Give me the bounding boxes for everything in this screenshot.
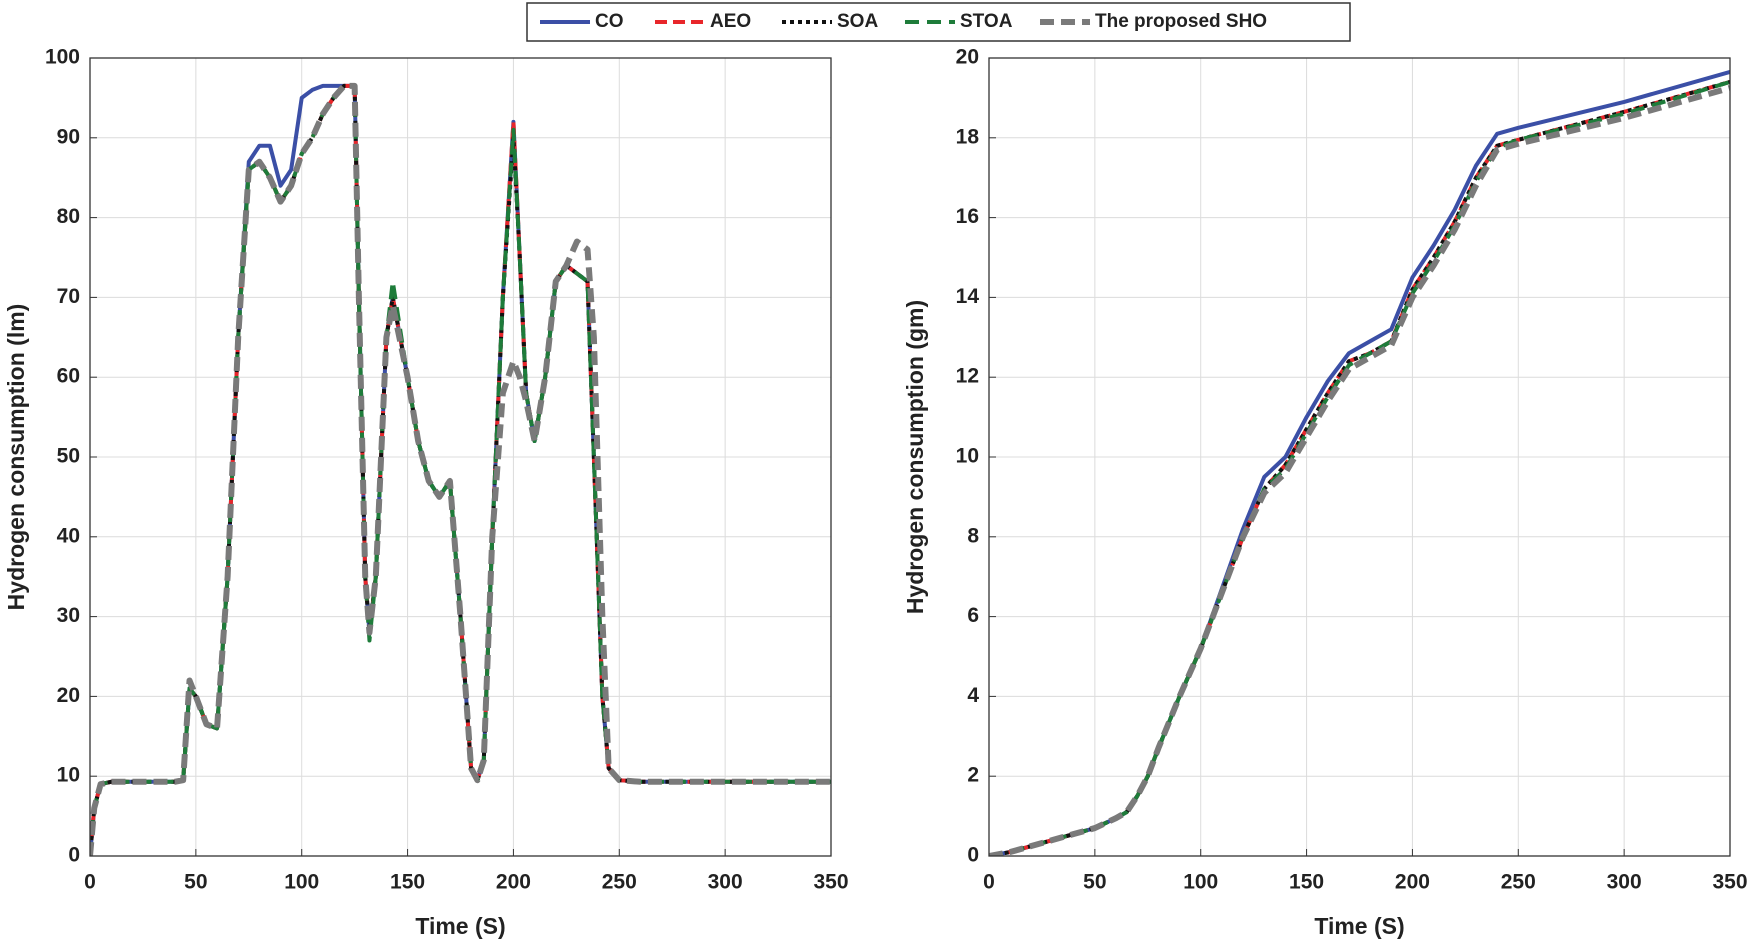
y-tick-label: 40	[57, 524, 80, 547]
y-tick-label: 10	[57, 764, 80, 787]
y-tick-label: 50	[57, 445, 80, 468]
y-tick-label: 0	[68, 844, 80, 867]
y-tick-label: 60	[57, 365, 80, 388]
legend-label: STOA	[960, 11, 1013, 32]
x-tick-label: 300	[708, 871, 743, 894]
x-tick-label: 350	[813, 871, 848, 894]
y-tick-label: 8	[967, 524, 979, 547]
axes-frame	[89, 57, 832, 857]
x-tick-label: 200	[496, 871, 531, 894]
x-tick-label: 0	[983, 871, 995, 894]
x-tick-label: 250	[1501, 871, 1536, 894]
x-tick-label: 150	[1289, 871, 1324, 894]
y-tick-label: 4	[967, 684, 979, 707]
y-tick-label: 90	[57, 125, 80, 148]
y-axis-label: Hydrogen consumption (lm)	[3, 304, 29, 611]
y-tick-label: 14	[956, 285, 980, 308]
y-tick-label: 16	[956, 205, 979, 228]
y-axis-label: Hydrogen consumption (gm)	[902, 300, 928, 614]
x-tick-label: 300	[1607, 871, 1642, 894]
x-tick-label: 250	[602, 871, 637, 894]
axes-frame	[988, 57, 1731, 857]
y-tick-label: 70	[57, 285, 80, 308]
x-axis-label: Time (S)	[415, 913, 505, 939]
y-tick-label: 18	[956, 125, 980, 148]
y-tick-label: 6	[967, 604, 979, 627]
y-tick-label: 20	[956, 46, 979, 69]
y-tick-label: 100	[45, 46, 80, 69]
x-tick-label: 50	[184, 871, 207, 894]
y-tick-label: 12	[956, 365, 979, 388]
legend-label: CO	[595, 11, 624, 32]
legend-label: AEO	[710, 11, 751, 32]
y-tick-label: 80	[57, 205, 80, 228]
x-tick-label: 100	[1183, 871, 1218, 894]
legend: CO AEO SOA STOA The proposed SHO	[526, 2, 1351, 42]
y-tick-label: 20	[57, 684, 80, 707]
y-tick-label: 30	[57, 604, 80, 627]
series-line	[90, 83, 831, 856]
y-tick-label: 2	[967, 764, 979, 787]
x-tick-label: 100	[284, 871, 319, 894]
x-tick-label: 50	[1083, 871, 1106, 894]
x-axis-label: Time (S)	[1314, 913, 1404, 939]
legend-label: SOA	[837, 11, 878, 32]
x-tick-label: 0	[84, 871, 96, 894]
y-tick-label: 0	[967, 844, 979, 867]
x-tick-label: 350	[1712, 871, 1747, 894]
x-tick-label: 200	[1395, 871, 1430, 894]
series-line	[989, 85, 1730, 856]
legend-label: The proposed SHO	[1095, 11, 1267, 32]
y-tick-label: 10	[956, 445, 979, 468]
x-tick-label: 150	[390, 871, 425, 894]
